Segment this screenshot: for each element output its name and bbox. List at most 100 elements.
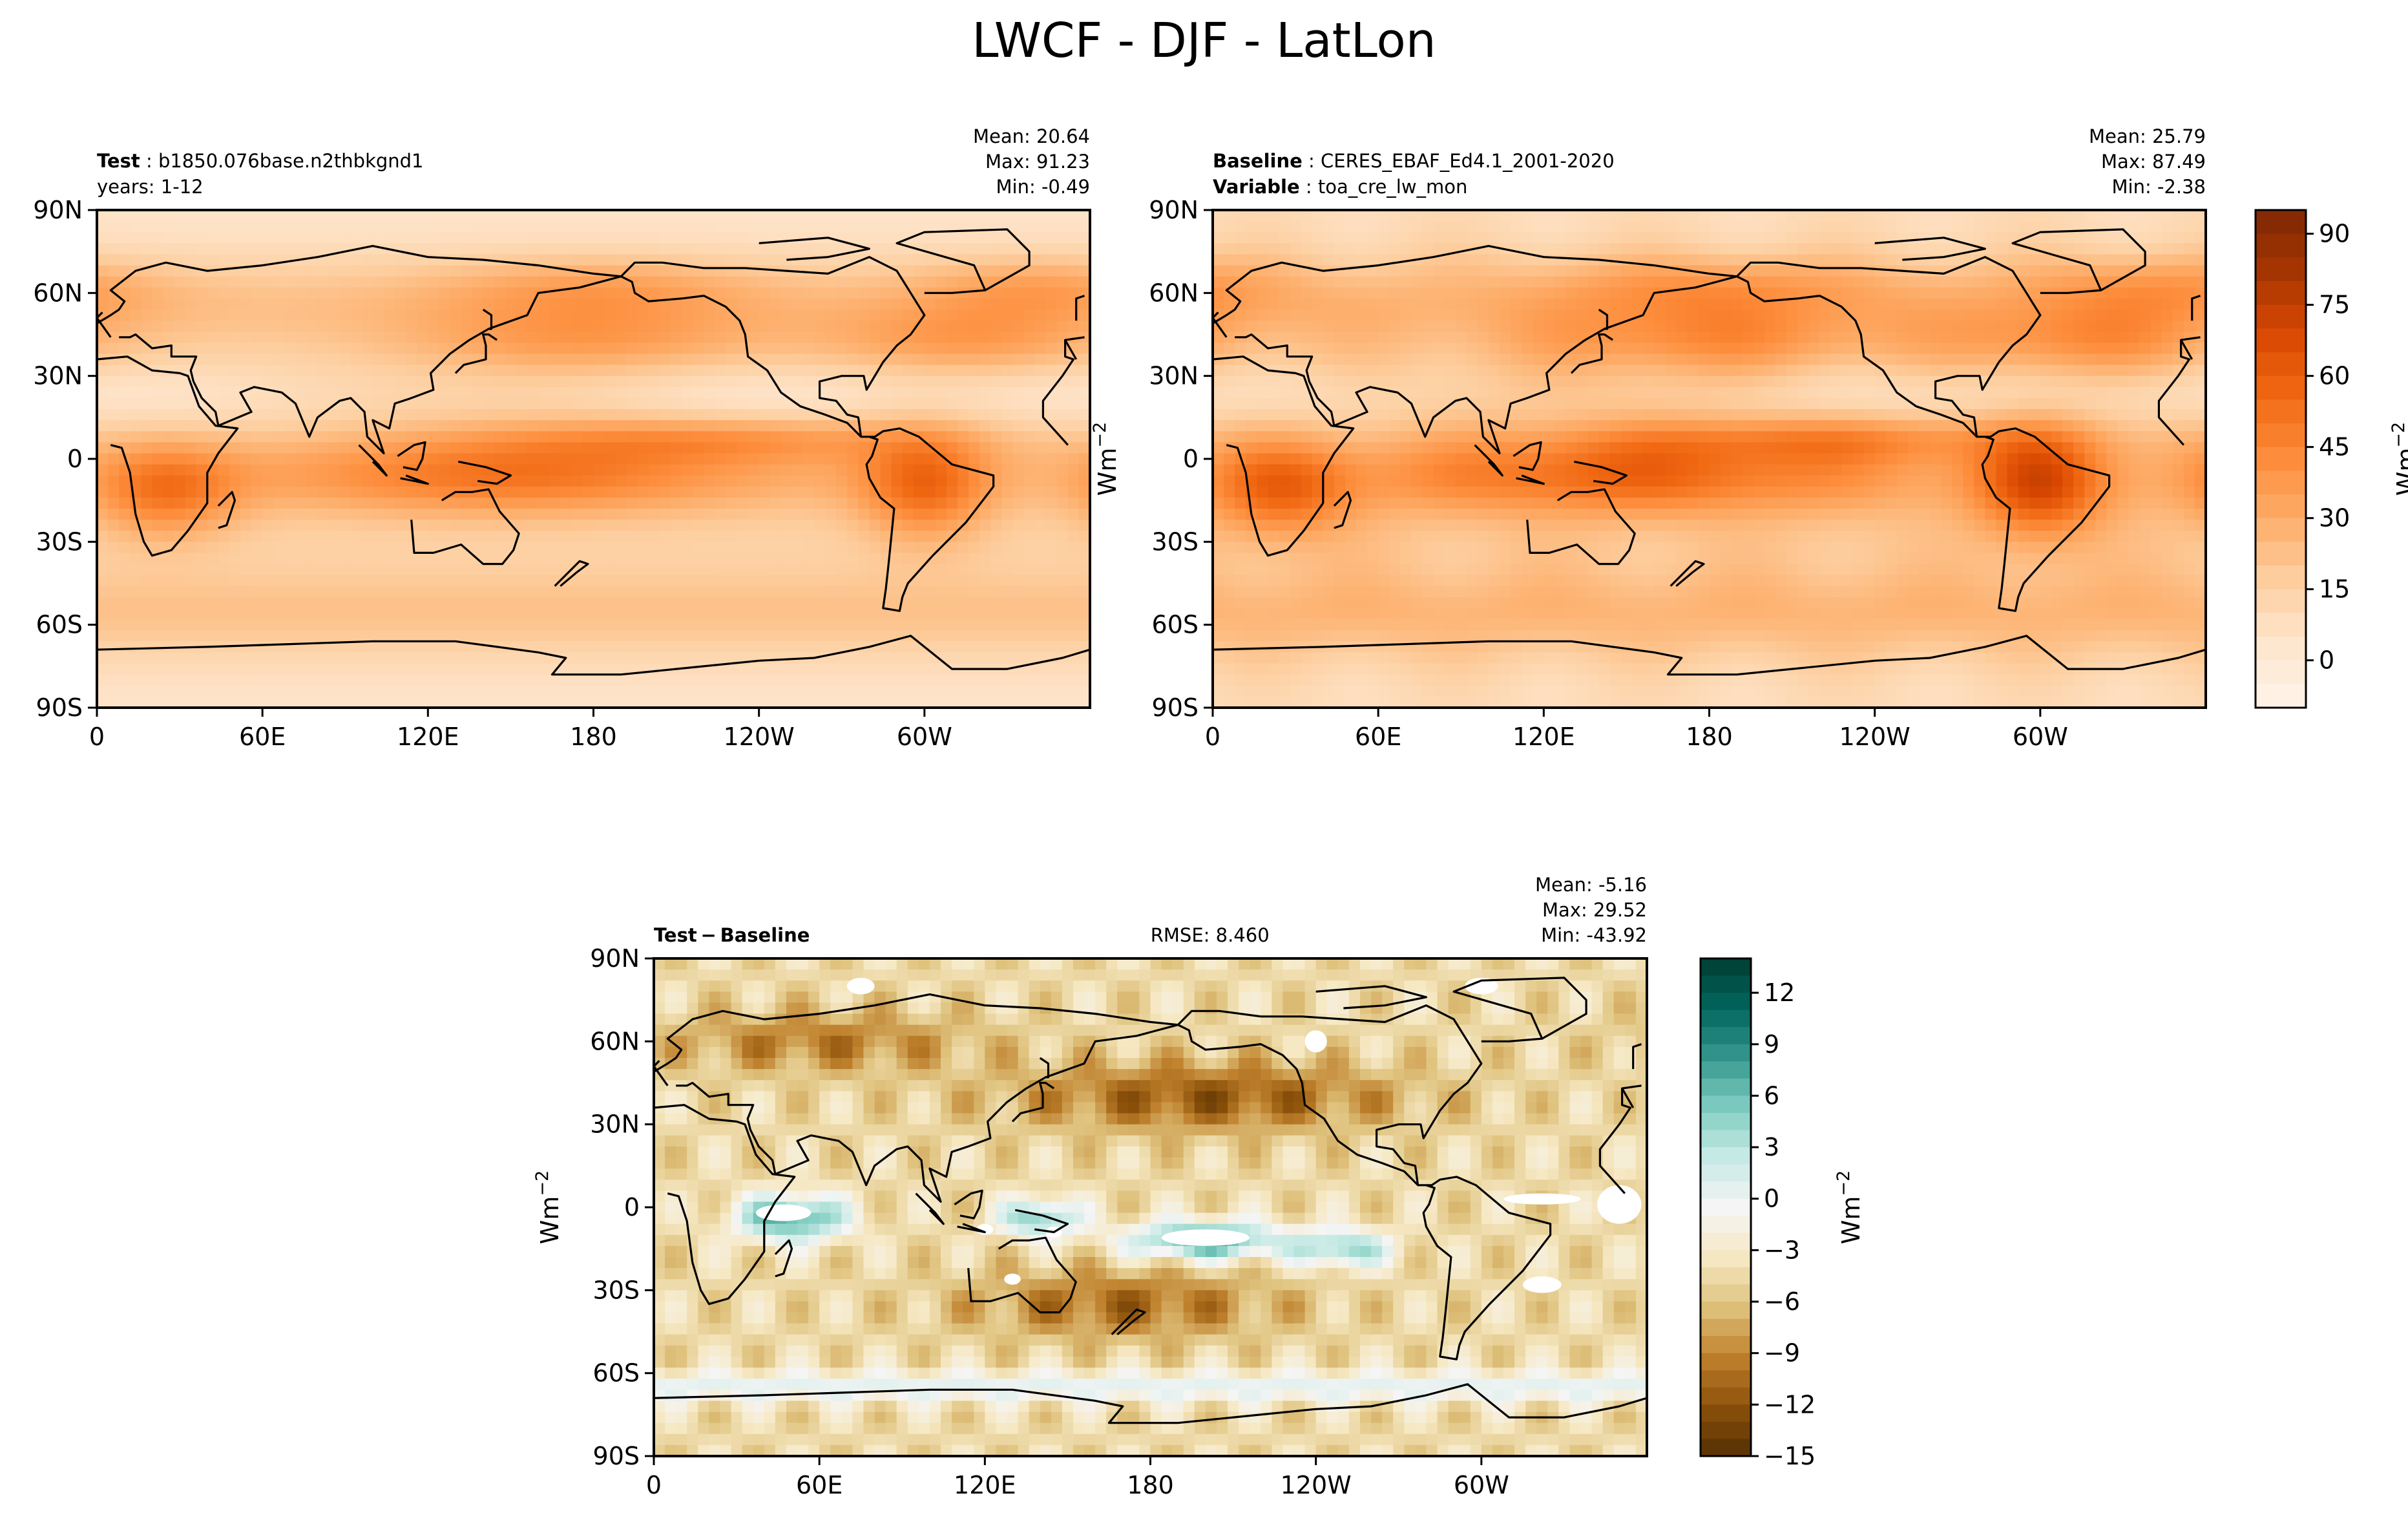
coastline — [915, 1192, 945, 1225]
colorbar-band — [2256, 281, 2306, 306]
coastline — [1315, 985, 1427, 1009]
panel-test: 0 60E 120E 180 120W 60W 90N 60N 30N 0 30S 60S 90S Tes… — [33, 125, 1091, 751]
missing-data-region — [1465, 977, 1498, 995]
colorbar-band — [2256, 210, 2306, 235]
coastline — [895, 228, 1031, 294]
colorbar-tick-label: 6 — [1764, 1081, 1779, 1110]
colorbar-band — [1701, 1302, 1751, 1320]
colorbar-band — [1701, 1164, 1751, 1182]
coastline — [654, 993, 1642, 1203]
coastline — [97, 635, 1090, 676]
y-tick-label: 90N — [590, 944, 640, 973]
panel-baseline: 0 60E 120E 180 120W 60W 90N 60N 30N 0 30S 60S 90S Bas… — [1090, 125, 2207, 751]
x-tick-label: 180 — [570, 723, 617, 751]
coastline — [774, 1239, 793, 1278]
x-tick-label: 120W — [1839, 723, 1911, 751]
colorbar-band — [2256, 518, 2306, 543]
colorbar-band — [1701, 1421, 1751, 1440]
coastline — [410, 488, 520, 565]
coastline — [2011, 228, 2146, 294]
x-tick-label: 60W — [897, 723, 952, 751]
panel-header: Test : b1850.076base.n2thbkgnd1 years: 1-… — [97, 125, 1090, 198]
colorbar-tick-label: −15 — [1764, 1442, 1816, 1470]
colorbar-band — [1701, 1216, 1751, 1234]
y-tick-label: 30N — [33, 362, 83, 390]
colorbar-tick-label: 90 — [2319, 220, 2350, 248]
panel-diff: 0 60E 120E 180 120W 60W 90N 60N 30N 0 30S 60S 90S Tes… — [532, 874, 1648, 1499]
map-field — [97, 210, 1090, 708]
y-tick-label: 90S — [36, 693, 83, 722]
colorbar-frame — [1699, 957, 1752, 1457]
mean-label: Mean: -5.16 — [1535, 874, 1647, 896]
colorbar-tick-label: 75 — [2319, 291, 2350, 319]
coastline — [1177, 1004, 1552, 1360]
colorbar-band — [1701, 1095, 1751, 1114]
colorbar-band — [2256, 447, 2306, 472]
colorbar-tick-label: 9 — [1764, 1030, 1779, 1059]
coastlines — [97, 228, 1090, 676]
x-tick-label: 0 — [1205, 723, 1220, 751]
colorbar-tick-label: 3 — [1764, 1133, 1779, 1161]
colorbar-tick-label: −3 — [1764, 1236, 1800, 1264]
dataset-label: Test : b1850.076base.n2thbkgnd1 — [97, 150, 424, 172]
colorbar-band — [1701, 1439, 1751, 1457]
x-tick-label: 60E — [239, 723, 286, 751]
colorbar-frame — [2254, 209, 2307, 709]
colorbar-band — [2256, 494, 2306, 519]
max-label: Max: 87.49 — [2101, 151, 2206, 173]
y-tick-label: 60N — [590, 1027, 640, 1055]
map-field — [1213, 210, 2206, 708]
coastline — [554, 560, 589, 587]
missing-data-region — [1503, 1193, 1581, 1205]
colorbar-band — [1701, 1404, 1751, 1422]
missing-data-region — [1522, 1276, 1562, 1293]
coastline — [1333, 491, 1352, 529]
x-tick-label: 120E — [954, 1471, 1016, 1499]
coastline — [217, 491, 236, 529]
missing-data-region — [1161, 1229, 1250, 1246]
coastline — [482, 308, 493, 330]
panel-header: Baseline : CERES_EBAF_Ed4.1_2001-2020 Var… — [1213, 125, 2206, 198]
colorbar-tick-label: −9 — [1764, 1339, 1800, 1368]
colorbar-band — [2256, 684, 2306, 708]
y-tick-label: 60N — [1149, 279, 1199, 307]
colorbar-band — [2256, 233, 2306, 259]
colorbar-tick-label: −6 — [1764, 1287, 1800, 1316]
colorbar-band — [1701, 1009, 1751, 1028]
side-units-label: Wm−2 — [532, 1170, 564, 1244]
colorbar-band — [1701, 1044, 1751, 1062]
min-label: Min: -43.92 — [1541, 924, 1647, 946]
coastline — [1573, 460, 1628, 485]
y-tick-label: 90S — [1152, 693, 1199, 722]
colorbar-band — [1701, 1078, 1751, 1097]
colorbar-band — [2256, 589, 2306, 614]
dataset-label: Test − Baseline — [654, 924, 810, 946]
y-tick-label: 30S — [36, 527, 83, 556]
y-tick-label: 60N — [33, 279, 83, 307]
colorbar-band — [1701, 1147, 1751, 1165]
y-tick-label: 30S — [1152, 527, 1199, 556]
colorbar-tick-label: 30 — [2319, 504, 2350, 533]
coastline — [400, 474, 429, 485]
colorbar-band — [2256, 375, 2306, 401]
colorbar-band — [1701, 1284, 1751, 1302]
dataset-label: Baseline : CERES_EBAF_Ed4.1_2001-2020 — [1213, 150, 1615, 172]
side-units-label: Wm−2 — [1090, 422, 1122, 496]
max-label: Max: 91.23 — [985, 151, 1090, 173]
coastline — [1874, 237, 1986, 261]
colorbar-units-label: Wm−2 — [2389, 422, 2408, 496]
coastline — [1516, 474, 1545, 485]
colorbar-band — [2256, 660, 2306, 685]
y-tick-label: 90N — [33, 196, 83, 224]
x-tick-label: 60E — [1355, 723, 1401, 751]
colorbar-band — [2256, 257, 2306, 282]
colorbar-band — [2256, 470, 2306, 495]
coastline — [1474, 444, 1503, 477]
dataset-sublabel: years: 1-12 — [97, 176, 204, 198]
y-tick-label: 30N — [1149, 362, 1199, 390]
coastline — [1736, 256, 2111, 612]
x-tick-label: 60W — [2013, 723, 2068, 751]
coastline — [967, 1236, 1077, 1314]
